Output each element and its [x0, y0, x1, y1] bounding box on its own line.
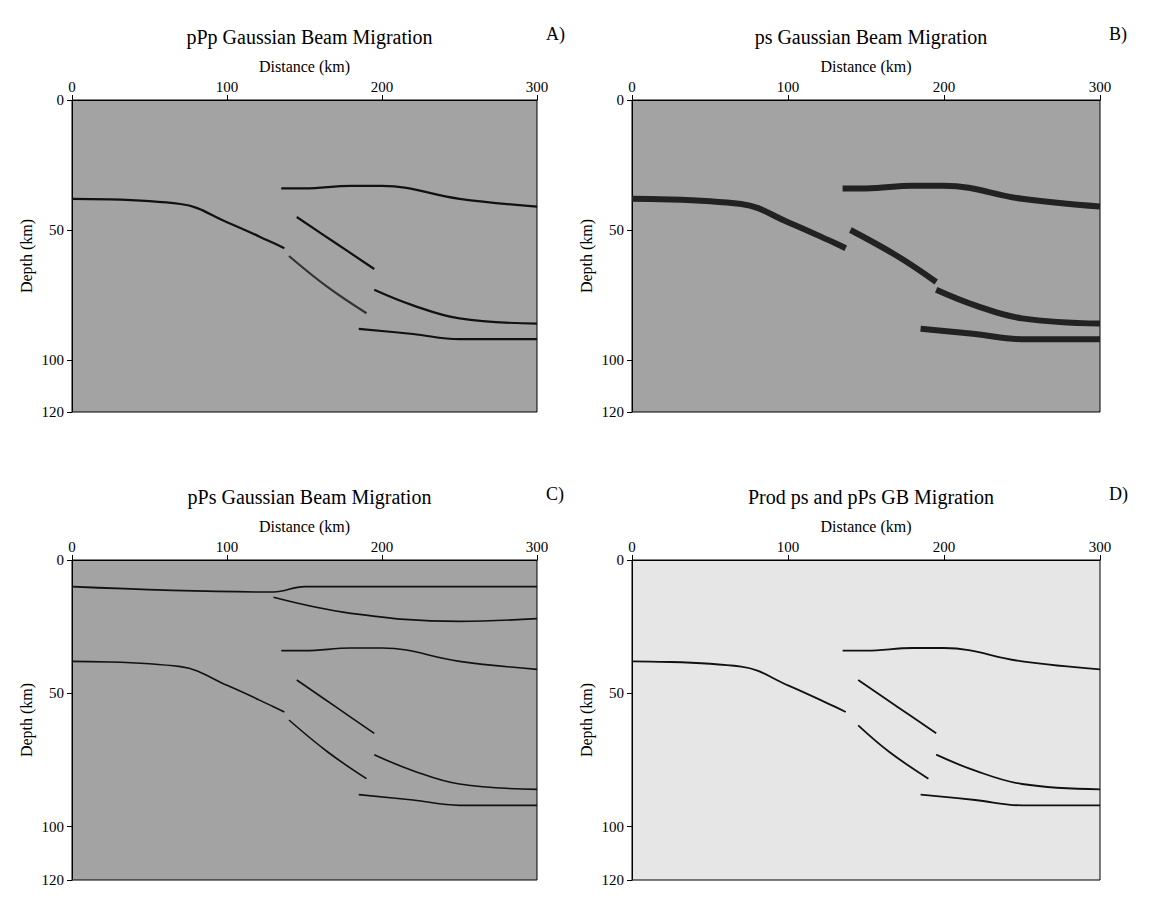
- svg-text:100: 100: [777, 79, 800, 95]
- svg-text:0: 0: [617, 552, 625, 568]
- svg-text:100: 100: [42, 352, 65, 368]
- svg-text:Prod ps and pPs GB Migration: Prod ps and pPs GB Migration: [748, 486, 994, 509]
- svg-text:0: 0: [57, 92, 65, 108]
- svg-text:300: 300: [1089, 539, 1112, 555]
- svg-text:Distance (km): Distance (km): [820, 58, 911, 76]
- svg-text:300: 300: [526, 539, 549, 555]
- svg-text:120: 120: [42, 872, 65, 888]
- svg-text:100: 100: [216, 539, 239, 555]
- svg-text:C): C): [546, 484, 564, 505]
- svg-text:50: 50: [609, 222, 624, 238]
- svg-text:50: 50: [609, 685, 624, 701]
- svg-text:Distance (km): Distance (km): [820, 518, 911, 536]
- svg-text:0: 0: [68, 539, 76, 555]
- svg-text:200: 200: [371, 539, 394, 555]
- svg-text:300: 300: [526, 79, 549, 95]
- svg-text:Depth (km): Depth (km): [578, 219, 596, 293]
- svg-text:120: 120: [42, 404, 65, 420]
- svg-text:100: 100: [602, 819, 625, 835]
- svg-text:200: 200: [933, 539, 956, 555]
- svg-text:D): D): [1109, 484, 1128, 505]
- svg-text:0: 0: [617, 92, 625, 108]
- svg-text:Depth (km): Depth (km): [18, 683, 36, 757]
- svg-text:Distance (km): Distance (km): [259, 518, 350, 536]
- svg-text:pPp Gaussian Beam Migration: pPp Gaussian Beam Migration: [186, 26, 432, 49]
- svg-text:0: 0: [628, 539, 636, 555]
- svg-text:ps Gaussian Beam Migration: ps Gaussian Beam Migration: [755, 26, 988, 49]
- svg-text:120: 120: [602, 872, 625, 888]
- svg-text:Distance (km): Distance (km): [259, 58, 350, 76]
- svg-text:Depth (km): Depth (km): [18, 219, 36, 293]
- svg-text:200: 200: [933, 79, 956, 95]
- svg-text:50: 50: [49, 685, 64, 701]
- svg-text:pPs Gaussian Beam Migration: pPs Gaussian Beam Migration: [188, 486, 432, 509]
- svg-text:200: 200: [371, 79, 394, 95]
- svg-text:120: 120: [602, 404, 625, 420]
- svg-text:0: 0: [57, 552, 65, 568]
- svg-text:100: 100: [777, 539, 800, 555]
- svg-text:B): B): [1109, 24, 1127, 45]
- svg-text:Depth (km): Depth (km): [578, 683, 596, 757]
- svg-text:A): A): [546, 24, 565, 45]
- svg-text:300: 300: [1089, 79, 1112, 95]
- svg-text:0: 0: [628, 79, 636, 95]
- svg-text:0: 0: [68, 79, 76, 95]
- svg-text:100: 100: [216, 79, 239, 95]
- svg-text:100: 100: [42, 819, 65, 835]
- svg-text:100: 100: [602, 352, 625, 368]
- svg-text:50: 50: [49, 222, 64, 238]
